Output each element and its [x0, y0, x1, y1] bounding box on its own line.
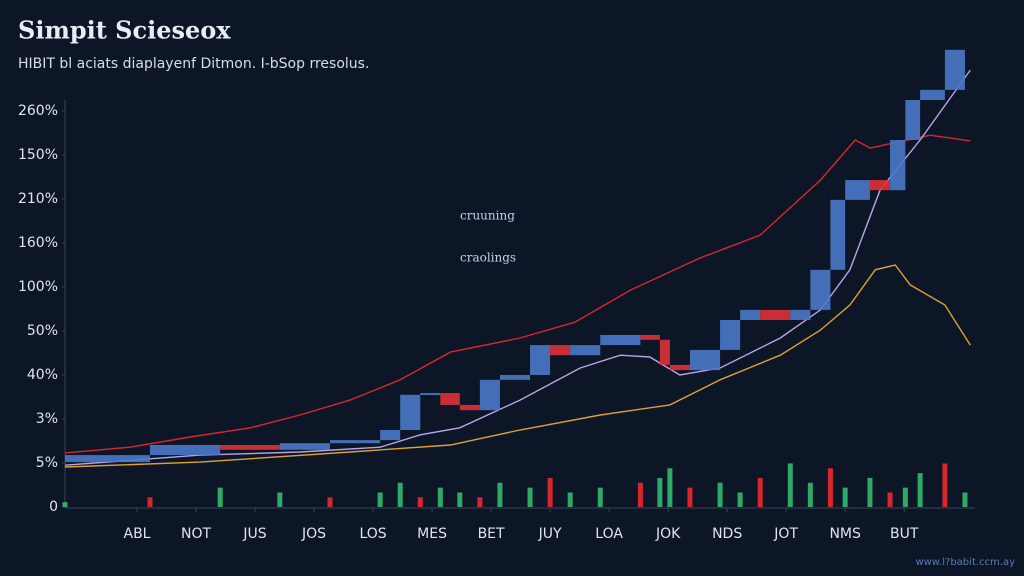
candle: [905, 100, 921, 141]
candle: [600, 334, 641, 346]
volume-bar: [942, 463, 948, 507]
volume-bar: [687, 487, 693, 507]
candle: [845, 180, 870, 200]
candle: [279, 443, 330, 450]
volume-bar: [737, 492, 743, 507]
volume-bar: [597, 487, 603, 507]
x-tick-label: LOS: [359, 526, 386, 542]
volume-bar: [637, 482, 643, 507]
volume-bar: [477, 497, 483, 507]
volume-bar: [527, 487, 533, 507]
x-tick-label: BUT: [890, 526, 919, 542]
candle: [440, 393, 460, 405]
candle: [760, 309, 791, 320]
x-tick-label: MES: [417, 526, 447, 542]
volume-bar: [377, 492, 383, 507]
annotation: craolings: [460, 251, 516, 265]
x-tick-label: ABL: [124, 526, 151, 542]
x-tick-label: NMS: [829, 526, 861, 542]
y-tick-label: 3%: [36, 411, 58, 427]
volume-bar: [807, 482, 813, 507]
y-tick-label: 100%: [18, 279, 58, 295]
volume-bar: [867, 477, 873, 507]
candle: [400, 394, 421, 430]
x-tick-label: NOT: [181, 526, 211, 542]
candle: [550, 345, 571, 356]
x-tick-label: BET: [478, 526, 505, 542]
candle: [479, 379, 500, 411]
volume-bar: [757, 477, 763, 507]
volume-bar: [277, 492, 283, 507]
candle: [890, 140, 906, 191]
chart-title: Simpit Scieseox: [18, 16, 231, 45]
y-tick-label: 40%: [27, 367, 58, 383]
x-tick-label: NDS: [712, 526, 742, 542]
candle: [720, 320, 741, 350]
x-tick-label: JOT: [773, 526, 798, 542]
y-tick-label: 0: [49, 499, 58, 515]
volume-bar: [62, 502, 68, 507]
volume-bar: [657, 477, 663, 507]
volume-bar: [787, 463, 793, 507]
y-tick-label: 160%: [18, 235, 58, 251]
candle: [944, 49, 965, 90]
x-tick-label: JUS: [242, 526, 266, 542]
volume-bar: [437, 487, 443, 507]
x-tick-label: LOA: [595, 526, 623, 542]
candle: [220, 444, 280, 450]
candle: [65, 455, 150, 463]
volume-bar: [717, 482, 723, 507]
volume-bar: [887, 492, 893, 507]
series-line: [64, 134, 971, 454]
x-tick-label: JOS: [301, 526, 326, 542]
volume-bar: [457, 492, 463, 507]
volume-bar: [962, 492, 968, 507]
volume-bar: [327, 497, 333, 507]
y-tick-label: 5%: [36, 455, 58, 471]
volume-bar: [417, 497, 423, 507]
candle: [689, 349, 721, 371]
candle: [640, 334, 660, 340]
volume-bar: [217, 487, 223, 507]
volume-bar: [567, 492, 573, 507]
candle: [830, 199, 846, 270]
watermark: www.l?babit.ccm.ay: [915, 557, 1015, 568]
candle: [149, 444, 221, 456]
volume-bar: [902, 487, 908, 507]
candle: [570, 345, 601, 356]
y-tick-label: 210%: [18, 191, 58, 207]
y-tick-label: 150%: [18, 147, 58, 163]
volume-bar: [547, 477, 553, 507]
candle: [669, 364, 690, 371]
series-line: [64, 69, 971, 466]
volume-bar: [827, 468, 833, 507]
volume-bar: [917, 473, 923, 507]
x-tick-label: JUY: [538, 526, 562, 542]
candle: [740, 309, 761, 320]
candle: [329, 440, 381, 444]
volume-bar: [667, 468, 673, 507]
candle: [920, 89, 945, 100]
candle: [869, 180, 891, 191]
volume-bar: [497, 482, 503, 507]
candle: [659, 339, 670, 365]
candle: [420, 393, 441, 396]
candle: [530, 345, 551, 375]
volume-bar: [147, 497, 153, 507]
x-tick-label: JOK: [655, 526, 681, 542]
candle: [499, 375, 531, 380]
volume-bar: [842, 487, 848, 507]
candle: [459, 404, 480, 411]
candle: [380, 430, 401, 441]
series-line: [64, 264, 971, 468]
y-tick-label: 50%: [27, 323, 58, 339]
volume-bar: [397, 482, 403, 507]
candle: [790, 309, 811, 320]
annotation: cruuning: [460, 209, 515, 223]
chart-subtitle: HIBIT bl aciats diaplayenf Ditmon. I-bSo…: [18, 56, 369, 72]
candle: [810, 269, 831, 310]
y-tick-label: 260%: [18, 103, 58, 119]
